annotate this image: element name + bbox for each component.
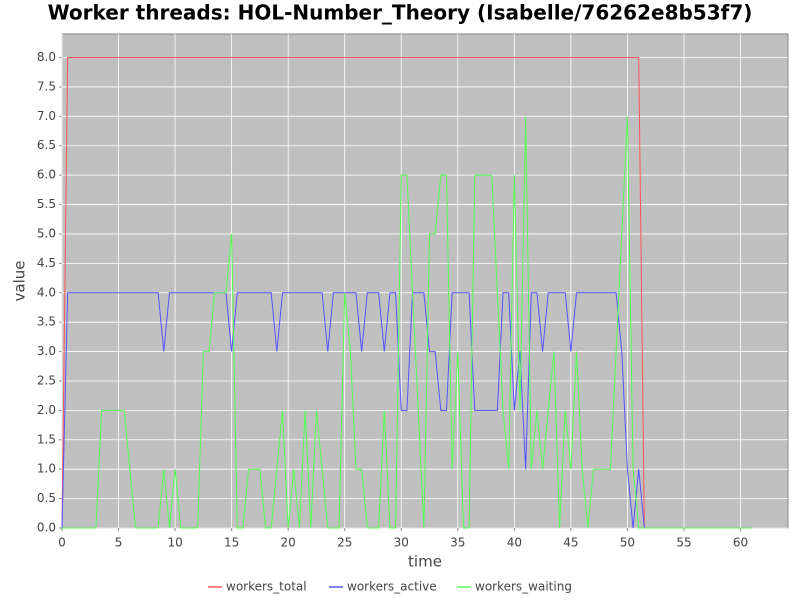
x-tick-label: 45 — [563, 536, 578, 550]
legend-label: workers_total — [226, 580, 307, 594]
x-tick-label: 30 — [394, 536, 409, 550]
y-tick-label: 2.0 — [37, 403, 56, 417]
y-tick-label: 1.5 — [37, 432, 56, 446]
x-tick-label: 15 — [224, 536, 239, 550]
x-tick-label: 40 — [507, 536, 522, 550]
y-tick-label: 1.0 — [37, 462, 56, 476]
y-tick-label: 4.5 — [37, 256, 56, 270]
x-tick-label: 20 — [281, 536, 296, 550]
x-axis-title: time — [408, 553, 442, 571]
chart-title: Worker threads: HOL-Number_Theory (Isabe… — [48, 1, 753, 25]
legend-label: workers_active — [347, 580, 437, 594]
series-line — [62, 116, 752, 529]
y-tick-label: 0.0 — [37, 521, 56, 535]
legend-label: workers_waiting — [475, 580, 572, 594]
y-tick-label: 0.5 — [37, 491, 56, 505]
x-tick-label: 55 — [676, 536, 691, 550]
y-tick-label: 5.0 — [37, 226, 56, 240]
y-tick-label: 7.5 — [37, 79, 56, 93]
y-tick-label: 6.5 — [37, 138, 56, 152]
x-tick-label: 25 — [337, 536, 352, 550]
x-tick-label: 10 — [167, 536, 182, 550]
y-tick-label: 7.0 — [37, 109, 56, 123]
x-tick-label: 0 — [58, 536, 66, 550]
y-axis-title: value — [11, 261, 29, 302]
x-tick-label: 50 — [620, 536, 635, 550]
y-tick-label: 6.0 — [37, 168, 56, 182]
y-tick-label: 8.0 — [37, 50, 56, 64]
y-tick-label: 5.5 — [37, 197, 56, 211]
y-tick-label: 4.0 — [37, 285, 56, 299]
x-tick-label: 60 — [733, 536, 748, 550]
x-tick-label: 5 — [115, 536, 123, 550]
y-tick-label: 3.0 — [37, 344, 56, 358]
x-tick-label: 35 — [450, 536, 465, 550]
y-tick-label: 2.5 — [37, 373, 56, 387]
y-tick-label: 3.5 — [37, 315, 56, 329]
series-line — [61, 292, 752, 529]
